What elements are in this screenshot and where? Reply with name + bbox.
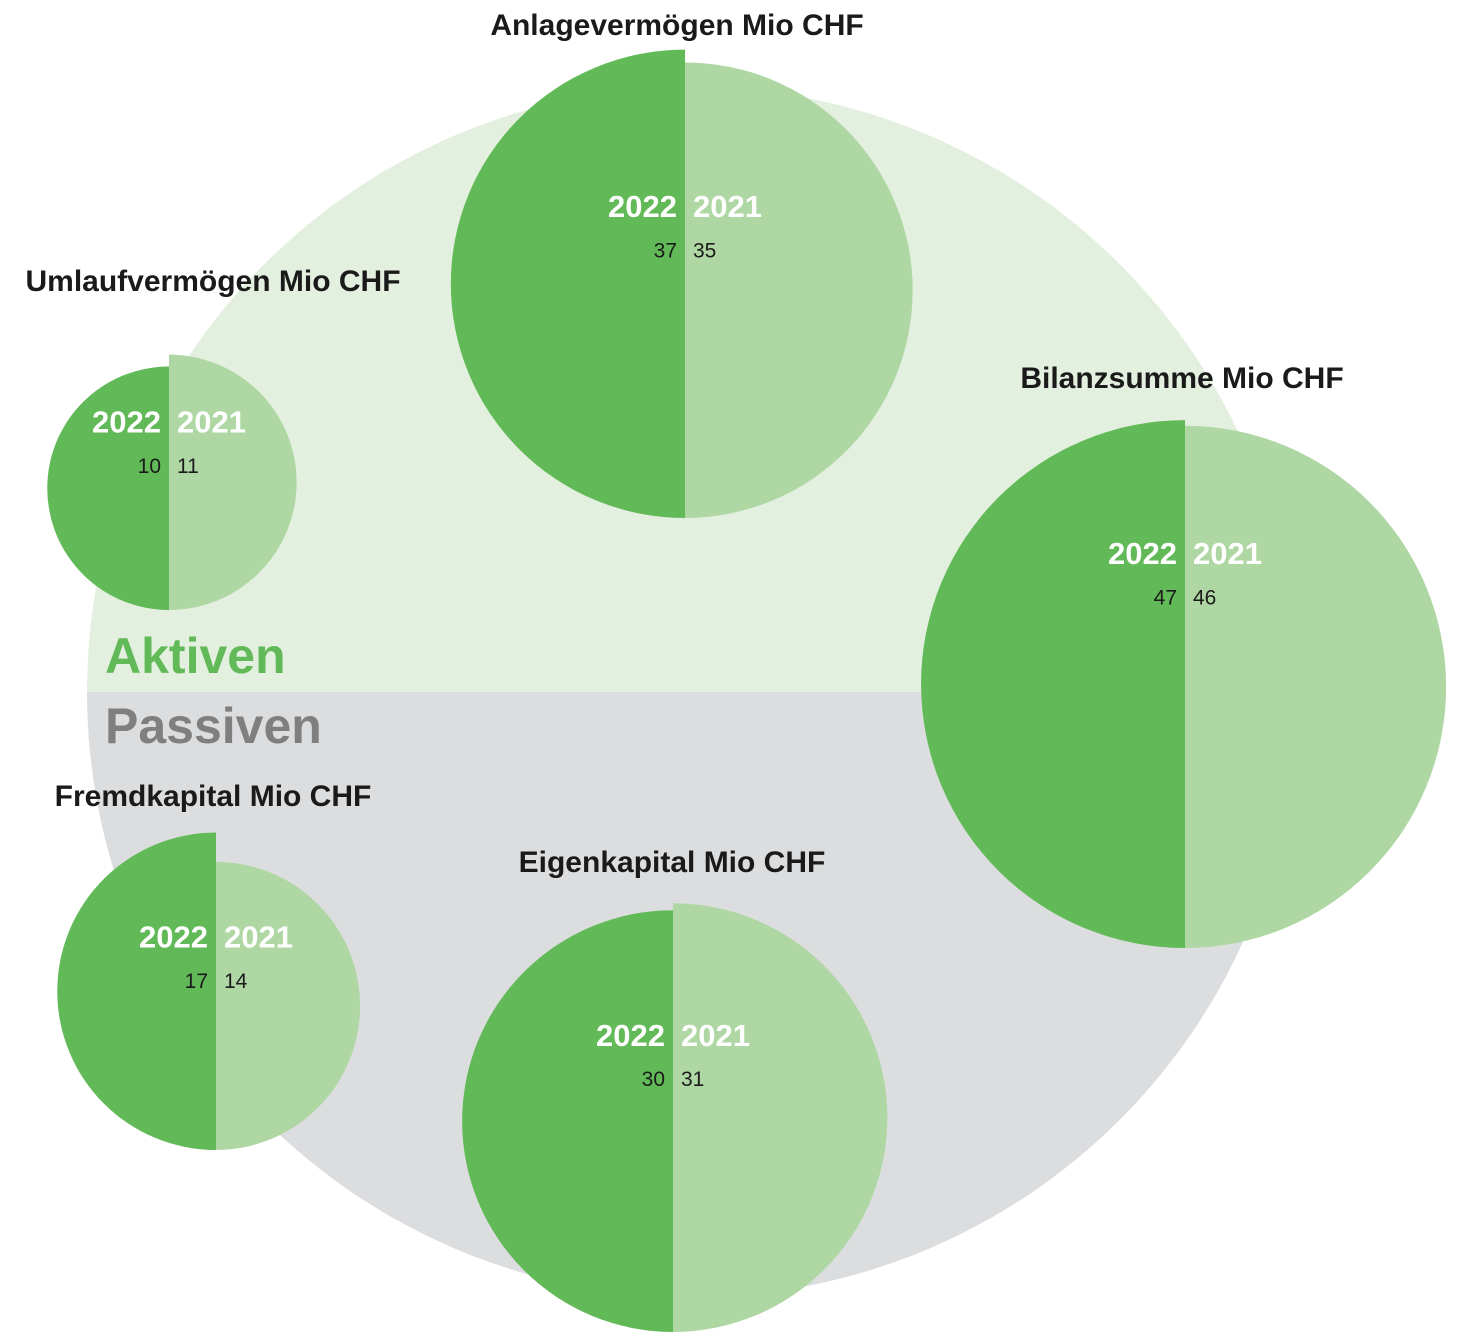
group-title: Bilanzsumme Mio CHF (1020, 362, 1343, 395)
year-label: 2022 (1108, 536, 1177, 571)
year-label: 2021 (224, 919, 293, 954)
value-label: 10 (138, 455, 161, 478)
year-label: 2021 (1193, 536, 1262, 571)
value-label: 17 (185, 970, 208, 993)
value-label: 37 (654, 239, 677, 262)
section-label: Aktiven (105, 628, 286, 684)
value-label: 31 (681, 1068, 704, 1091)
value-label: 30 (642, 1068, 665, 1091)
half-circle (685, 62, 913, 519)
half-circle (673, 903, 888, 1332)
half-circle (462, 910, 673, 1332)
half-circle (921, 420, 1185, 948)
value-label: 46 (1193, 587, 1216, 610)
group-title: Umlaufvermögen Mio CHF (25, 265, 400, 298)
group-title: Anlagevermögen Mio CHF (490, 9, 863, 42)
year-label: 2022 (608, 189, 677, 224)
group-title: Fremdkapital Mio CHF (55, 780, 372, 813)
half-circle (57, 832, 216, 1150)
section-label: Passiven (105, 698, 322, 754)
year-label: 2022 (139, 919, 208, 954)
year-label: 2021 (693, 189, 762, 224)
half-circle (169, 354, 297, 610)
year-label: 2022 (92, 404, 161, 439)
half-circle (47, 366, 169, 610)
value-label: 35 (693, 239, 716, 262)
half-circle (450, 49, 685, 518)
half-circle (216, 861, 361, 1150)
half-circle (1185, 425, 1447, 948)
value-label: 47 (1154, 587, 1177, 610)
year-label: 2022 (596, 1018, 665, 1053)
value-label: 11 (177, 455, 199, 478)
year-label: 2021 (681, 1018, 750, 1053)
year-label: 2021 (177, 404, 246, 439)
value-label: 14 (224, 970, 248, 993)
group-title: Eigenkapital Mio CHF (519, 846, 826, 879)
